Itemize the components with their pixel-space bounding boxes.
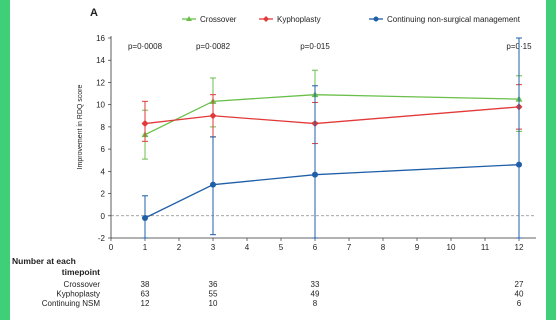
p-value-label: p=0·0082 xyxy=(196,42,231,51)
series-kyphoplasty xyxy=(141,84,523,145)
risk-table-cell: 6 xyxy=(517,299,522,308)
risk-table-cell: 40 xyxy=(515,290,524,299)
y-tick-label: 6 xyxy=(101,145,106,154)
data-point xyxy=(141,120,149,128)
x-tick-label: 4 xyxy=(245,243,250,252)
risk-table-row-label: Kyphoplasty xyxy=(56,290,100,299)
data-point xyxy=(312,171,318,178)
legend-marker xyxy=(373,16,379,22)
series-crossover xyxy=(141,69,523,160)
data-point xyxy=(210,181,216,188)
series-line xyxy=(144,106,520,125)
legend-marker xyxy=(186,16,192,21)
y-tick-label: 12 xyxy=(96,78,105,87)
x-tick-label: 6 xyxy=(313,243,318,252)
x-tick-label: 1 xyxy=(143,243,148,252)
series-line xyxy=(144,164,520,219)
y-tick-label: -2 xyxy=(98,234,106,243)
risk-table-cell: 63 xyxy=(141,290,150,299)
series-line xyxy=(144,94,520,136)
x-tick-label: 7 xyxy=(347,243,352,252)
p-value-label: p=0·015 xyxy=(300,42,330,51)
x-tick-label: 8 xyxy=(381,243,386,252)
y-tick-label: 2 xyxy=(101,190,106,199)
p-value-label: p=0·0008 xyxy=(128,42,163,51)
risk-table-cell: 55 xyxy=(209,290,218,299)
y-tick-label: 4 xyxy=(101,167,106,176)
risk-table-cell: 8 xyxy=(313,299,318,308)
x-tick-label: 5 xyxy=(279,243,284,252)
x-tick-label: 2 xyxy=(177,243,182,252)
series-continuing-non-surgical-management xyxy=(142,37,522,239)
y-tick-label: 10 xyxy=(96,101,105,110)
risk-table-row-label: Crossover xyxy=(64,280,101,289)
y-tick-label: 8 xyxy=(101,123,106,132)
panel-label: A xyxy=(90,7,98,19)
risk-table-cell: 27 xyxy=(515,280,524,289)
y-axis-label: Improvement in RDQ score xyxy=(77,84,84,169)
risk-table-cell: 38 xyxy=(141,280,150,289)
chart-panel: -2 0 2 4 6 8 10 12 14 16 0 1 2 3 4 5 6 7 8 9 10 11 12 p=0·0008 p… xyxy=(10,0,546,320)
risk-table-title-1: Number at each xyxy=(12,256,76,266)
y-tick-label: 0 xyxy=(101,212,106,221)
legend-label: Kyphoplasty xyxy=(277,15,321,24)
data-point xyxy=(142,215,148,221)
x-tick-label: 9 xyxy=(415,243,420,252)
risk-table-cell: 36 xyxy=(209,280,218,289)
legend-label: Crossover xyxy=(200,15,237,24)
risk-table-title-2: timepoint xyxy=(62,267,100,277)
x-tick-label: 10 xyxy=(447,243,456,252)
risk-table-cell: 33 xyxy=(311,280,320,289)
risk-table-cell: 49 xyxy=(311,290,320,299)
risk-table-cell: 12 xyxy=(141,299,150,308)
x-tick-label: 0 xyxy=(109,243,114,252)
x-tick-label: 12 xyxy=(515,243,524,252)
y-tick-label: 16 xyxy=(96,34,105,43)
x-tick-label: 11 xyxy=(481,243,490,252)
data-point xyxy=(209,112,217,120)
legend-label: Continuing non-surgical management xyxy=(387,15,521,24)
data-point xyxy=(516,161,522,168)
y-tick-label: 14 xyxy=(96,56,105,65)
risk-table-row-label: Continuing NSM xyxy=(42,299,101,308)
risk-table-cell: 10 xyxy=(209,299,218,308)
legend-marker xyxy=(263,16,269,22)
x-tick-label: 3 xyxy=(211,243,216,252)
